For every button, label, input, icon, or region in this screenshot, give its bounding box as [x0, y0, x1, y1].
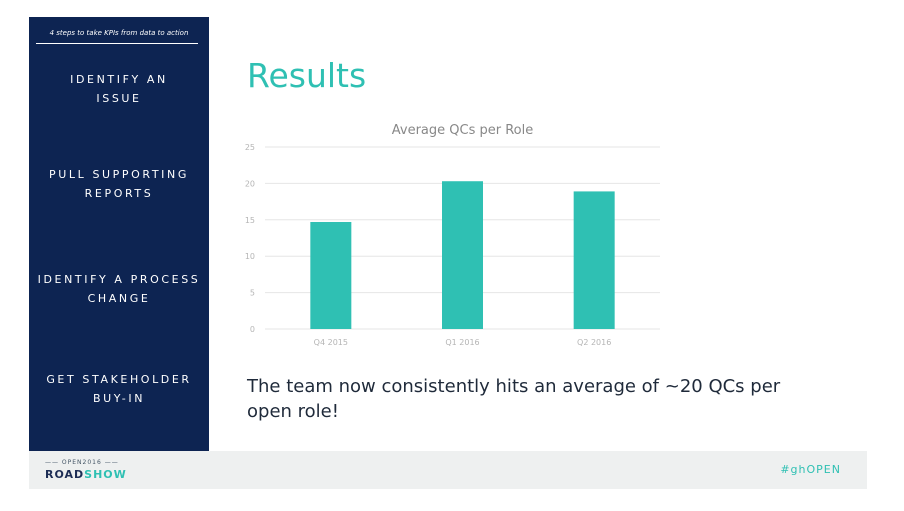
bar — [573, 191, 615, 329]
step-line: PULL SUPPORTING — [49, 168, 189, 181]
event-label-rule-left: —— — [45, 459, 59, 466]
y-tick-label: 20 — [245, 179, 255, 188]
sidebar-divider — [36, 43, 198, 44]
step-line: REPORTS — [84, 187, 154, 200]
event-label: —— OPEN2016 —— — [45, 459, 119, 466]
step-identify-issue: IDENTIFY AN ISSUE — [29, 70, 209, 108]
event-label-text: OPEN2016 — [61, 459, 102, 466]
summary-text: The team now consistently hits an averag… — [247, 376, 781, 422]
roadshow-logo: ROADSHOW — [45, 468, 127, 481]
y-tick-label: 5 — [250, 289, 255, 298]
event-label-rule-right: —— — [104, 459, 119, 466]
x-tick-label: Q1 2016 — [445, 338, 479, 347]
page-title: Results — [247, 56, 367, 95]
y-tick-label: 25 — [245, 143, 255, 152]
y-tick-label: 0 — [250, 325, 255, 334]
y-tick-label: 10 — [245, 252, 255, 261]
step-line: CHANGE — [87, 292, 151, 305]
step-line: GET STAKEHOLDER — [46, 373, 192, 386]
step-line: IDENTIFY AN — [70, 73, 168, 86]
step-pull-reports: PULL SUPPORTING REPORTS — [29, 165, 209, 203]
step-stakeholder-buyin: GET STAKEHOLDER BUY-IN — [29, 370, 209, 408]
logo-road: ROAD — [45, 468, 85, 481]
x-tick-label: Q4 2015 — [314, 338, 348, 347]
step-process-change: IDENTIFY A PROCESS CHANGE — [29, 270, 209, 308]
step-line: IDENTIFY A PROCESS — [37, 273, 201, 286]
step-line: ISSUE — [96, 92, 142, 105]
chart-title: Average QCs per Role — [392, 123, 533, 138]
footer: —— OPEN2016 —— ROADSHOW #ghOPEN — [29, 451, 867, 489]
sidebar-header: 4 steps to take KPIs from data to action — [49, 29, 189, 37]
bar — [310, 221, 352, 329]
step-line: BUY-IN — [92, 392, 146, 405]
sidebar: 4 steps to take KPIs from data to action… — [29, 17, 209, 451]
bar — [442, 181, 483, 329]
bar-chart: Average QCs per Role 0 5 10 15 20 25 Q4 2015 Q1 … — [245, 123, 660, 347]
logo-show: SHOW — [84, 468, 127, 481]
x-tick-label: Q2 2016 — [577, 338, 611, 347]
hashtag: #ghOPEN — [780, 463, 841, 476]
y-tick-label: 15 — [245, 216, 255, 225]
